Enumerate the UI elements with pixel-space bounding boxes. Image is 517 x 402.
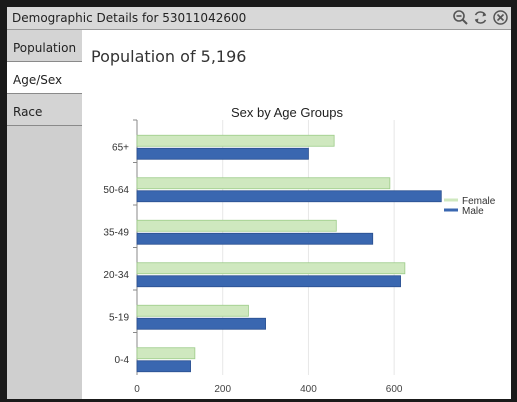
x-tick-label: 600	[386, 384, 403, 395]
y-tick-label: 20-34	[103, 270, 129, 281]
bar-female	[136, 219, 337, 232]
legend-label: Male	[462, 206, 484, 217]
bar-male	[136, 275, 401, 288]
bar-male	[136, 360, 191, 373]
close-icon[interactable]	[492, 9, 509, 26]
y-tick-label: 65+	[112, 142, 129, 153]
bar-female	[136, 134, 335, 147]
tab-race[interactable]: Race	[7, 94, 82, 126]
title-bar: Demographic Details for 53011042600	[7, 7, 511, 30]
bar-female	[136, 347, 196, 360]
y-tick-label: 50-64	[103, 185, 129, 196]
y-tick-label: 35-49	[103, 227, 129, 238]
sex-by-age-chart: Sex by Age Groups 0 200 400 600 65+ 50-64 35-49…	[103, 105, 496, 395]
bar-male	[136, 317, 266, 330]
bar-female	[136, 262, 406, 275]
y-tick-label: 0-4	[115, 355, 130, 366]
bar-female	[136, 304, 249, 317]
demographic-panel: Demographic Details for 53011042600	[7, 7, 511, 399]
bar-female	[136, 177, 391, 190]
x-tick-label: 0	[134, 384, 140, 395]
chart-title: Sex by Age Groups	[231, 105, 344, 120]
window-title: Demographic Details for 53011042600	[12, 11, 247, 25]
legend-label: Female	[462, 196, 496, 207]
x-tick-label: 200	[214, 384, 231, 395]
sidebar: Population Age/Sex Race	[7, 30, 82, 399]
bar-male	[136, 190, 442, 203]
population-headline: Population of 5,196	[91, 47, 247, 66]
refresh-icon[interactable]	[472, 9, 489, 26]
zoom-out-icon[interactable]	[452, 9, 469, 26]
tab-age-sex[interactable]: Age/Sex	[7, 62, 82, 94]
bar-male	[136, 232, 374, 245]
x-tick-label: 400	[300, 384, 317, 395]
y-tick-label: 5-19	[109, 312, 129, 323]
tab-population[interactable]: Population	[7, 30, 82, 62]
toolbar	[452, 9, 509, 27]
main-content: Population of 5,196 Sex by Age Groups 0 20…	[82, 30, 511, 399]
bar-male	[136, 147, 309, 160]
